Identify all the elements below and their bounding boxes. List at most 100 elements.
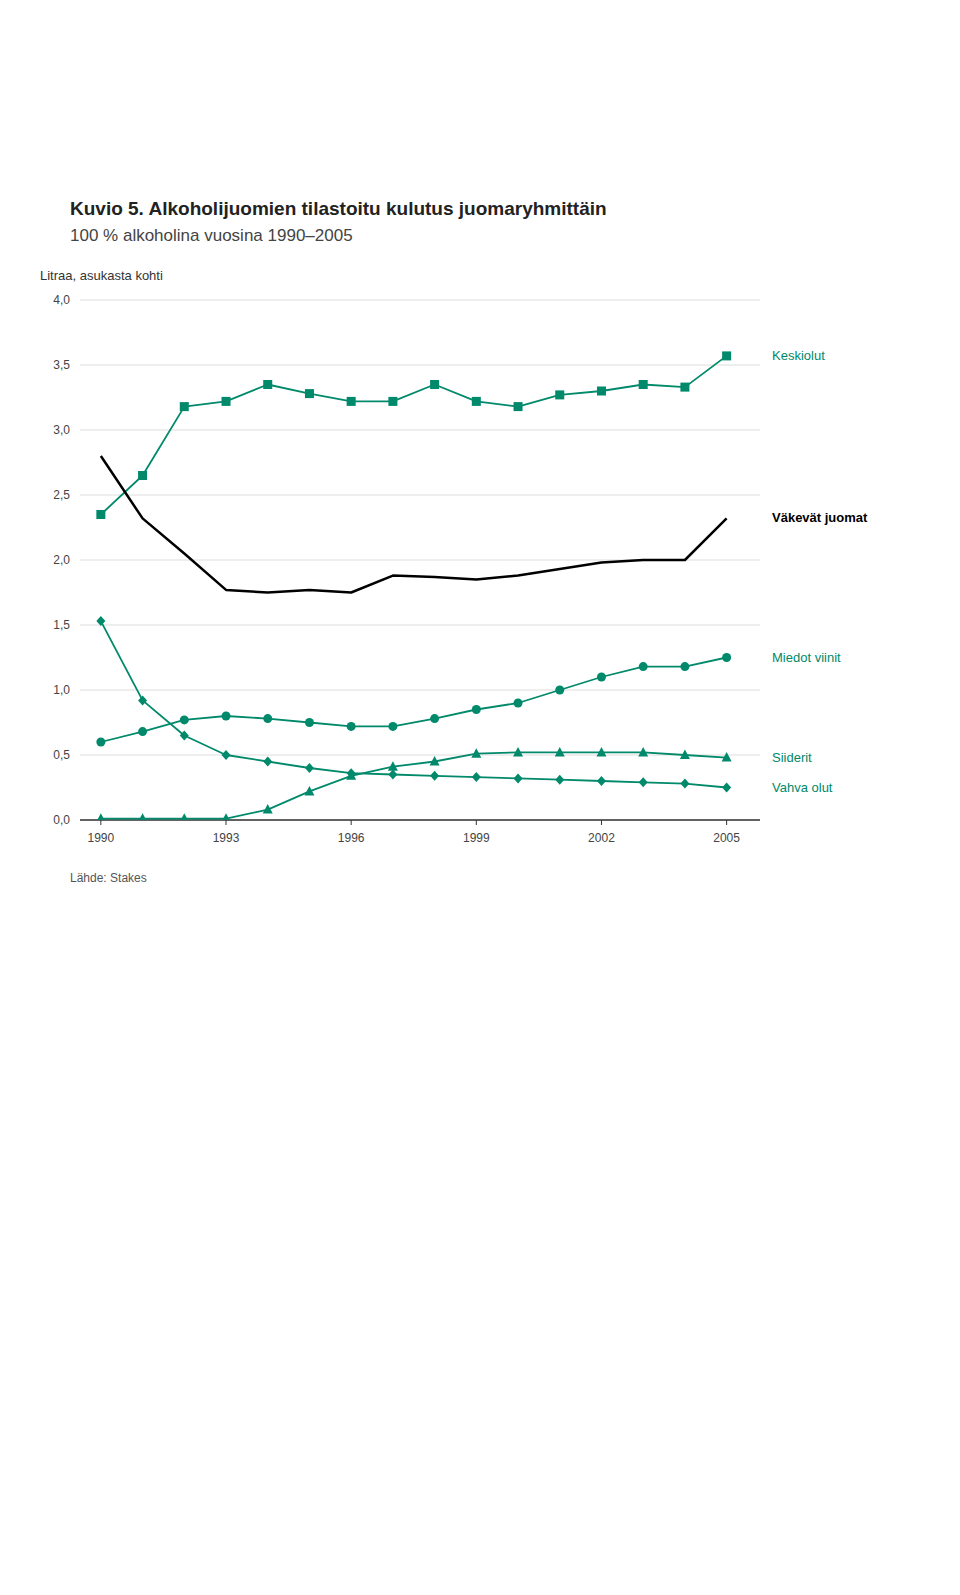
data-point [680,662,689,671]
data-point [96,813,106,820]
data-point [682,558,687,563]
data-point [514,699,523,708]
data-point [638,747,648,757]
series-line [101,456,727,593]
data-point [388,722,397,731]
data-point [224,587,229,592]
data-point [388,761,398,771]
data-point [180,402,189,411]
data-point [304,786,314,796]
series-line [101,356,727,515]
y-tick-label: 1,0 [53,683,70,697]
subtitle: 100 % alkoholina vuosina 1990–2005 [70,226,353,245]
x-tick [100,820,101,825]
y-tick-label: 0,5 [53,748,70,762]
series-label: Väkevät juomat [772,510,868,525]
data-point [722,351,731,360]
grid-line [80,690,760,691]
data-point [555,686,564,695]
data-point [305,389,314,398]
data-point [680,383,689,392]
data-point [596,747,606,757]
data-point [263,757,272,767]
data-point [349,590,354,595]
data-point [265,590,270,595]
data-point [263,804,273,814]
data-point [388,770,397,780]
data-point [599,560,604,565]
data-point [639,380,648,389]
data-point [263,380,272,389]
data-point [680,750,690,760]
annotation: Lähde: Stakes [70,871,147,885]
data-point [472,397,481,406]
grid-line [80,365,760,366]
y-tick-label: 3,0 [53,423,70,437]
data-point [555,390,564,399]
data-point [430,714,439,723]
series-line [101,621,727,787]
data-point [222,397,231,406]
data-point [182,551,187,556]
series-label: Vahva olut [772,780,833,795]
series-0 [96,351,731,519]
data-point [390,573,395,578]
grid-line [80,755,760,756]
chart: Kuvio 5. Alkoholijuomien tilastoitu kulu… [0,0,960,1595]
series-2 [96,653,731,747]
series-label: Keskiolut [772,348,825,363]
data-point [513,747,523,757]
data-point [98,454,103,459]
data-point [307,587,312,592]
series-line [101,658,727,743]
data-point [555,775,564,785]
y-grid [80,300,760,820]
data-point [222,750,231,760]
y-tick-label: 0,0 [53,813,70,827]
data-point [597,776,606,786]
data-point [722,783,731,793]
series-line [101,752,727,818]
data-point [557,567,562,572]
data-point [639,662,648,671]
data-point [221,813,231,820]
x-tick [226,820,227,825]
data-point [138,471,147,480]
series-label: Siiderit [772,750,812,765]
title: Kuvio 5. Alkoholijuomien tilastoitu kulu… [70,198,607,219]
data-point [347,722,356,731]
y-tick-label: 2,5 [53,488,70,502]
data-point [138,727,147,736]
data-point [305,763,314,773]
grid-line [80,625,760,626]
data-point [597,387,606,396]
data-point [516,573,521,578]
series-labels: KeskiolutVäkevät juomatMiedot viinitSiid… [772,348,868,795]
x-tick-label: 1993 [213,831,240,845]
data-point [430,771,439,781]
y-tick-label: 1,5 [53,618,70,632]
data-point [430,380,439,389]
x-tick [351,820,352,825]
x-tick-label: 1999 [463,831,490,845]
data-point [722,653,731,662]
data-point [722,752,732,762]
data-point [388,397,397,406]
x-tick [601,820,602,825]
x-tick [476,820,477,825]
y-tick-label: 2,0 [53,553,70,567]
x-tick-label: 2002 [588,831,615,845]
series-4 [96,616,731,792]
data-point [138,695,147,705]
data-point [514,402,523,411]
data-point [471,748,481,758]
plot-area [96,351,732,820]
data-point [96,510,105,519]
data-point [96,616,105,626]
data-point [724,516,729,521]
data-point [472,705,481,714]
data-point [474,577,479,582]
data-point [555,747,565,757]
data-point [138,813,148,820]
data-point [222,712,231,721]
